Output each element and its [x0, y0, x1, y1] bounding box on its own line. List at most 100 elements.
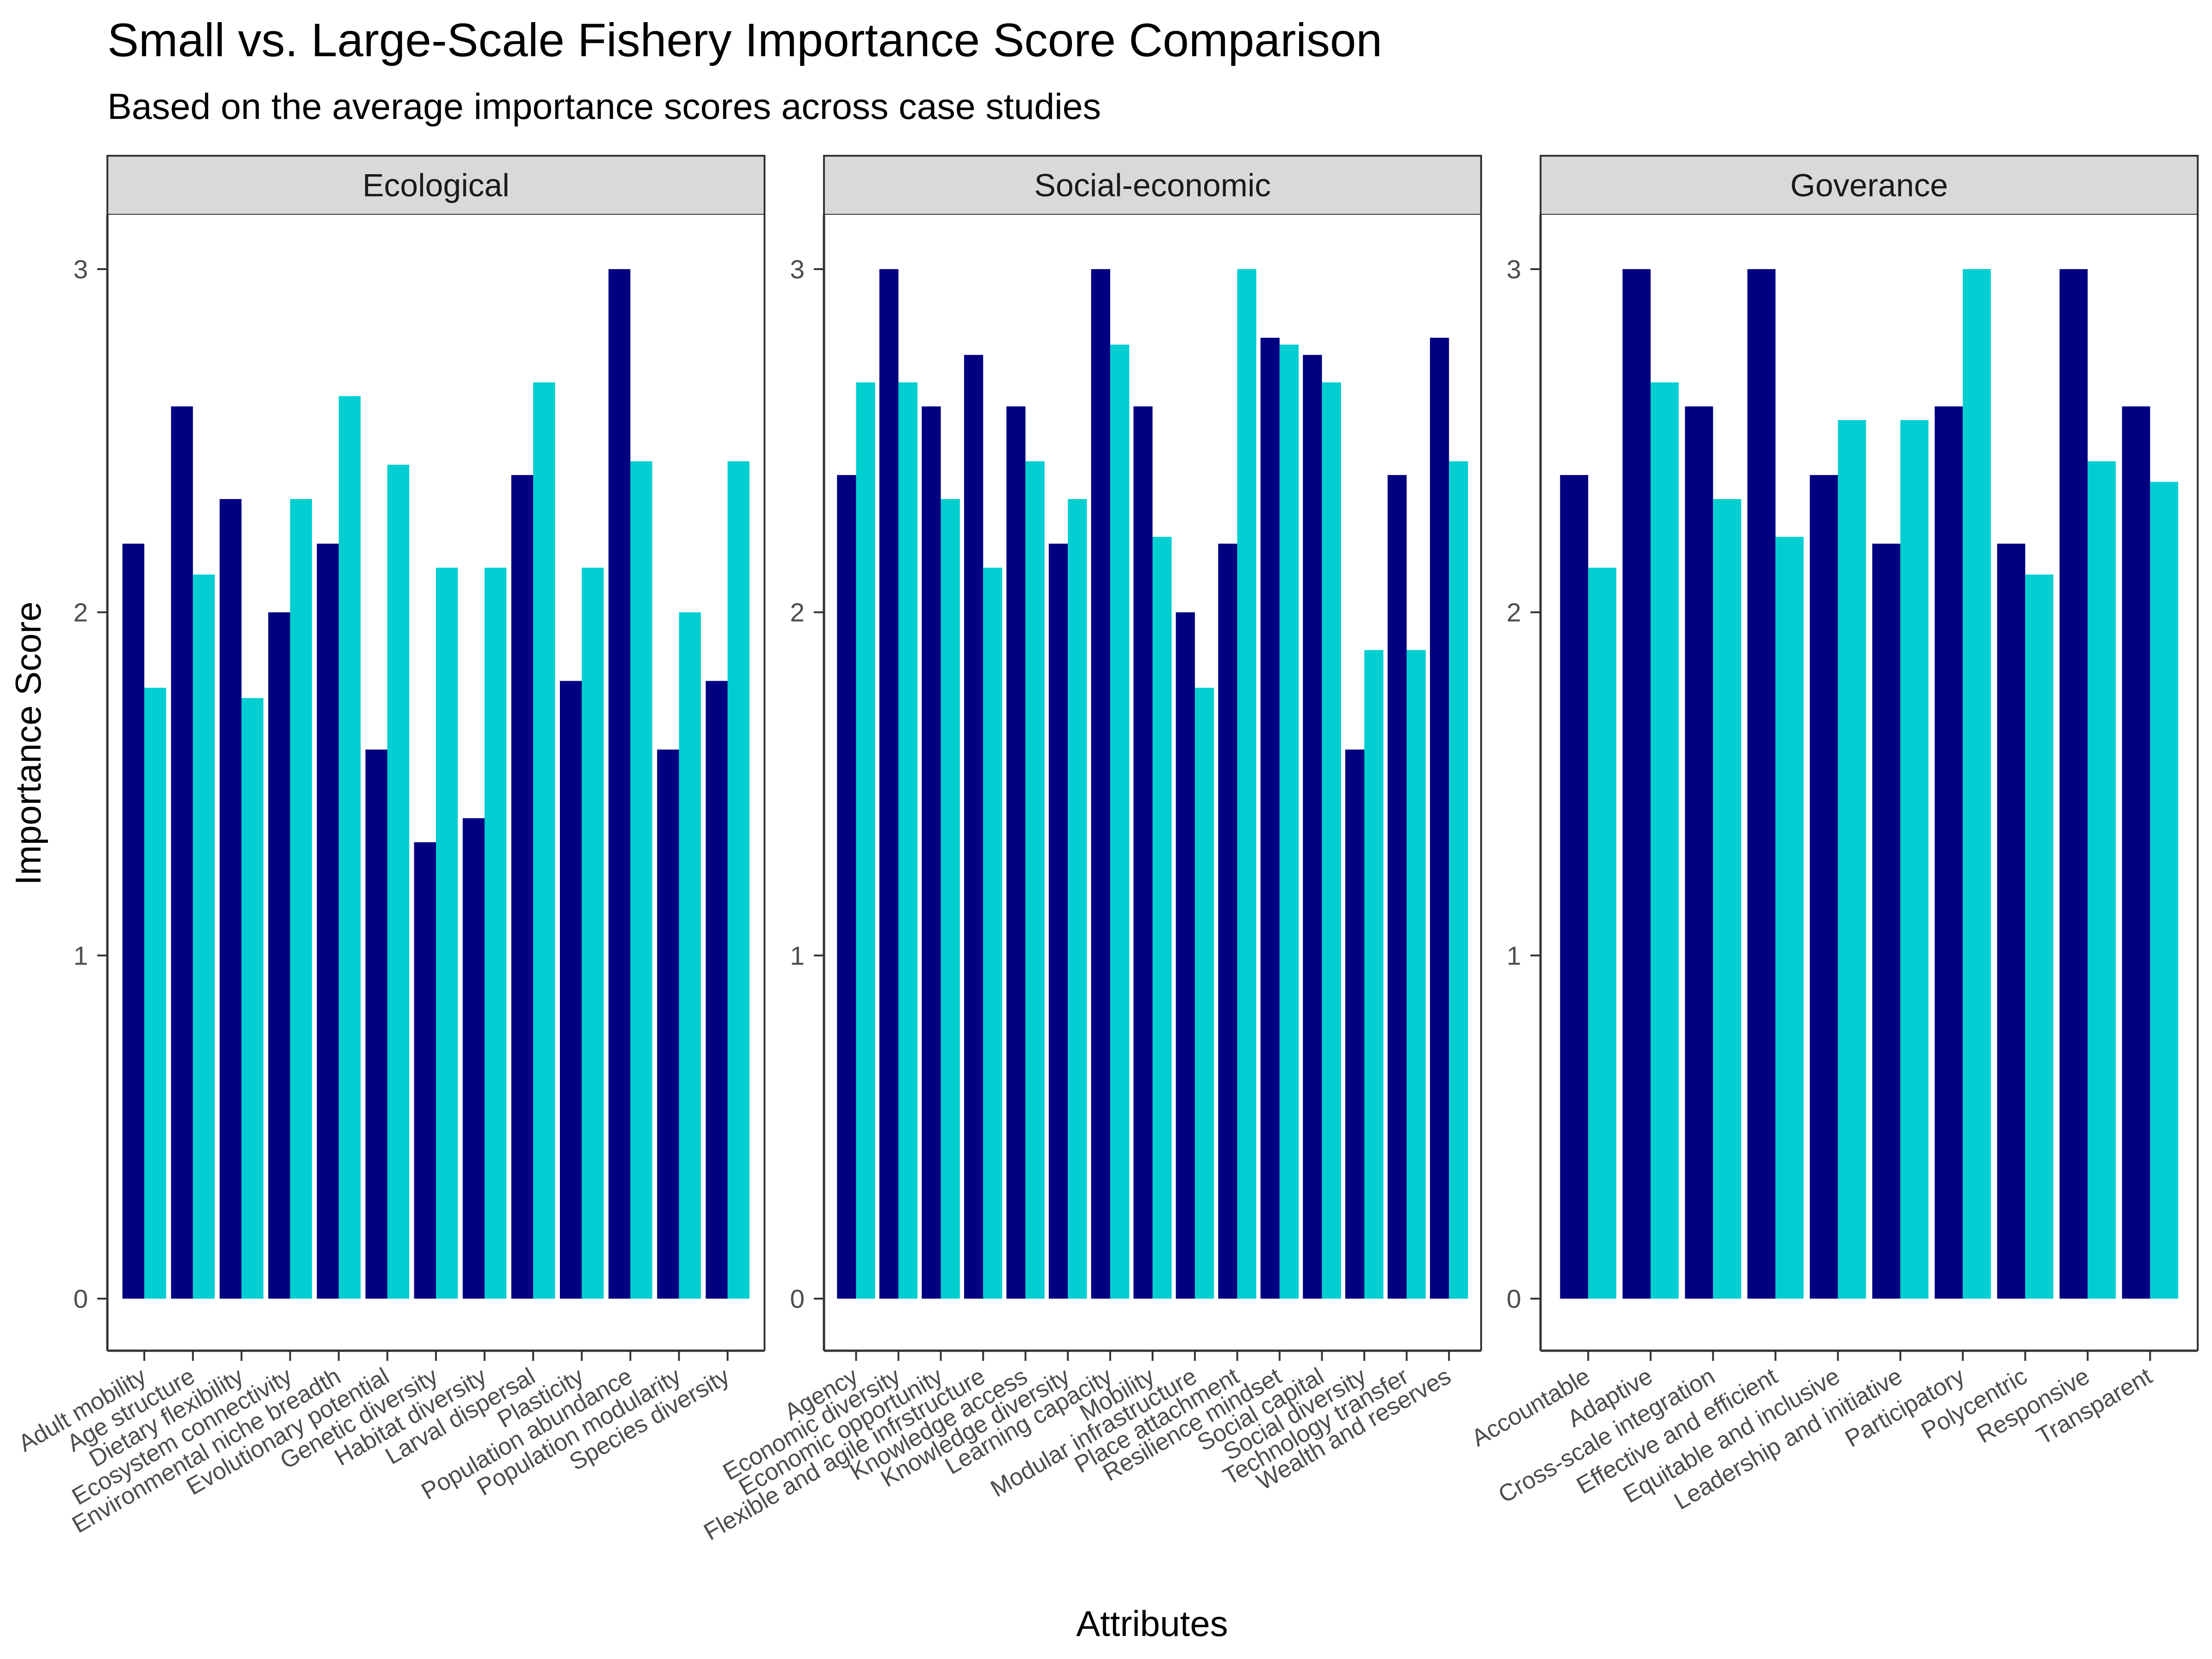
bar-ecological-age-structure-s1	[171, 406, 193, 1299]
bar-goverance-leadership-and-initiative-s1	[1872, 543, 1900, 1299]
strip-label-ecological: Ecological	[362, 167, 509, 203]
bar-ecological-evolutionary-potential-s2	[387, 465, 409, 1299]
bar-ecological-genetic-diversity-s1	[414, 842, 436, 1299]
y-tick-label-goverance-2: 2	[1506, 598, 1521, 628]
y-tick-label-social-economic-2: 2	[790, 598, 805, 628]
y-tick-label-ecological-0: 0	[73, 1284, 88, 1314]
bar-goverance-leadership-and-initiative-s2	[1900, 420, 1929, 1299]
bar-ecological-larval-dispersal-s2	[533, 382, 555, 1299]
bar-social-economic-modular-infrastructure-s2	[1194, 688, 1214, 1299]
bar-social-economic-learning-capacity-s1	[1091, 269, 1111, 1299]
bar-goverance-accountable-s2	[1588, 567, 1617, 1299]
strip-label-goverance: Goverance	[1790, 167, 1948, 203]
bar-ecological-species-diversity-s1	[706, 681, 728, 1299]
bar-goverance-adaptive-s2	[1650, 382, 1679, 1299]
strip-social-economic	[823, 155, 1482, 216]
bar-ecological-ecosystem-connectivity-s1	[268, 612, 290, 1299]
bar-social-economic-modular-infrastructure-s1	[1176, 612, 1195, 1299]
bar-ecological-plasticity-s1	[559, 681, 582, 1299]
bar-ecological-habitat-diversity-s2	[484, 567, 506, 1299]
chart-subtitle: Based on the average importance scores a…	[107, 86, 1101, 127]
bar-goverance-equitable-and-inclusive-s1	[1810, 475, 1838, 1299]
strip-goverance	[1540, 155, 2199, 216]
strip-label-social-economic: Social-economic	[1034, 167, 1271, 203]
bar-social-economic-agency-s2	[856, 382, 876, 1299]
bar-social-economic-mobility-s2	[1153, 536, 1172, 1299]
bar-social-economic-place-attachment-s2	[1237, 269, 1257, 1299]
y-tick-label-goverance-3: 3	[1506, 255, 1521, 284]
bar-social-economic-flexible-and-agile-infrstructure-s1	[964, 355, 983, 1299]
bar-social-economic-place-attachment-s1	[1218, 543, 1237, 1299]
bar-social-economic-economic-opportunity-s2	[941, 499, 960, 1299]
bar-goverance-responsive-s1	[2059, 269, 2088, 1299]
bar-goverance-effective-and-efficient-s2	[1775, 536, 1804, 1299]
bar-goverance-effective-and-efficient-s1	[1747, 269, 1776, 1299]
bar-goverance-polycentric-s1	[1997, 543, 2025, 1299]
x-axis-title: Attributes	[1076, 1603, 1228, 1644]
bar-social-economic-technology-transfer-s1	[1388, 475, 1407, 1299]
bar-goverance-participatory-s2	[1963, 269, 1991, 1299]
y-tick-label-social-economic-1: 1	[790, 941, 805, 971]
y-tick-label-ecological-3: 3	[73, 255, 88, 284]
y-axis-title: Importance Score	[8, 601, 48, 885]
bar-social-economic-knowledge-diversity-s2	[1068, 499, 1087, 1299]
bar-ecological-genetic-diversity-s2	[436, 567, 458, 1299]
y-tick-label-social-economic-0: 0	[790, 1284, 805, 1314]
bar-ecological-environmental-niche-breadth-s2	[339, 396, 361, 1299]
bar-ecological-population-modularity-s2	[679, 612, 701, 1299]
bar-social-economic-flexible-and-agile-infrstructure-s2	[983, 567, 1002, 1299]
bar-ecological-age-structure-s2	[193, 574, 215, 1299]
chart-title: Small vs. Large-Scale Fishery Importance…	[107, 14, 1382, 66]
bar-social-economic-resilience-mindset-s2	[1279, 344, 1299, 1299]
bar-social-economic-social-capital-s2	[1322, 382, 1341, 1299]
bar-social-economic-learning-capacity-s2	[1110, 344, 1130, 1299]
bar-ecological-dietary-flexibility-s1	[219, 499, 242, 1299]
bar-ecological-adult-mobility-s1	[122, 543, 145, 1299]
bar-social-economic-knowledge-access-s1	[1006, 406, 1026, 1299]
bar-ecological-adult-mobility-s2	[144, 688, 166, 1299]
bar-goverance-accountable-s1	[1560, 475, 1588, 1299]
bar-ecological-population-abundance-s1	[608, 269, 630, 1299]
bar-ecological-population-abundance-s2	[630, 461, 653, 1299]
bar-goverance-adaptive-s1	[1622, 269, 1651, 1299]
bar-goverance-responsive-s2	[2088, 461, 2116, 1299]
y-tick-label-goverance-0: 0	[1506, 1284, 1521, 1314]
bar-ecological-dietary-flexibility-s2	[241, 698, 264, 1299]
bar-social-economic-knowledge-diversity-s1	[1048, 543, 1068, 1299]
bar-social-economic-social-diversity-s2	[1364, 650, 1383, 1299]
bar-social-economic-mobility-s1	[1133, 406, 1153, 1299]
bar-goverance-transparent-s1	[2122, 406, 2150, 1299]
bar-goverance-equitable-and-inclusive-s2	[1838, 420, 1866, 1299]
bar-goverance-polycentric-s2	[2025, 574, 2053, 1299]
bar-goverance-cross-scale-integration-s2	[1713, 499, 1741, 1299]
bar-social-economic-wealth-and-reserves-s1	[1430, 337, 1449, 1299]
bar-social-economic-technology-transfer-s2	[1406, 650, 1426, 1299]
bar-ecological-habitat-diversity-s1	[463, 818, 485, 1299]
bar-ecological-larval-dispersal-s1	[511, 475, 533, 1299]
strip-ecological	[106, 155, 765, 216]
bar-social-economic-wealth-and-reserves-s2	[1449, 461, 1468, 1299]
bar-social-economic-economic-opportunity-s1	[922, 406, 941, 1299]
bar-ecological-environmental-niche-breadth-s1	[317, 543, 339, 1299]
y-tick-label-goverance-1: 1	[1506, 941, 1521, 971]
bar-goverance-participatory-s1	[1935, 406, 1963, 1299]
bar-ecological-evolutionary-potential-s1	[365, 749, 388, 1299]
panel-goverance: GoveranceAccountableAdaptiveCross-scale …	[1467, 155, 2199, 1515]
y-tick-label-ecological-1: 1	[73, 941, 88, 971]
y-tick-label-social-economic-3: 3	[790, 255, 805, 284]
bar-social-economic-social-capital-s1	[1303, 355, 1322, 1299]
bar-ecological-species-diversity-s2	[727, 461, 750, 1299]
bar-goverance-transparent-s2	[2150, 482, 2178, 1299]
bar-goverance-cross-scale-integration-s1	[1685, 406, 1713, 1299]
bar-social-economic-knowledge-access-s2	[1025, 461, 1045, 1299]
bar-ecological-ecosystem-connectivity-s2	[290, 499, 312, 1299]
bar-ecological-plasticity-s2	[582, 567, 604, 1299]
bar-social-economic-economic-diversity-s2	[898, 382, 918, 1299]
bar-social-economic-economic-diversity-s1	[879, 269, 899, 1299]
bar-social-economic-agency-s1	[837, 475, 856, 1299]
bar-social-economic-resilience-mindset-s1	[1260, 337, 1280, 1299]
